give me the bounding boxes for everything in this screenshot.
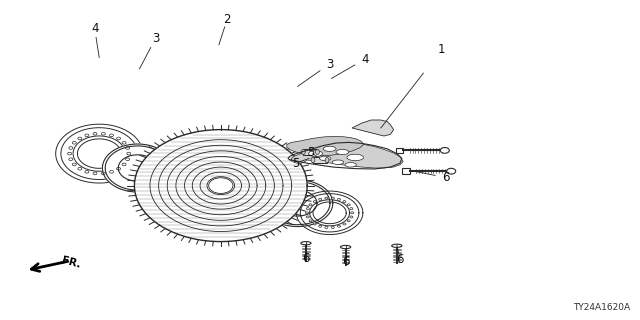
Ellipse shape: [305, 212, 308, 214]
Ellipse shape: [78, 167, 82, 170]
Ellipse shape: [122, 141, 126, 144]
Ellipse shape: [308, 151, 323, 156]
Polygon shape: [287, 136, 364, 156]
Ellipse shape: [309, 204, 312, 206]
Ellipse shape: [93, 132, 97, 135]
Ellipse shape: [311, 157, 315, 163]
FancyBboxPatch shape: [303, 149, 317, 155]
Ellipse shape: [314, 201, 316, 203]
Ellipse shape: [347, 204, 350, 206]
Ellipse shape: [447, 168, 456, 174]
Text: 6: 6: [342, 255, 349, 268]
Ellipse shape: [134, 130, 307, 242]
Ellipse shape: [72, 141, 76, 144]
Ellipse shape: [72, 163, 76, 166]
Ellipse shape: [350, 216, 353, 218]
Text: 1: 1: [438, 43, 445, 56]
Ellipse shape: [127, 152, 131, 155]
Ellipse shape: [262, 180, 333, 227]
Ellipse shape: [68, 152, 72, 155]
Ellipse shape: [125, 147, 129, 149]
Ellipse shape: [343, 201, 346, 203]
Text: 3: 3: [152, 32, 159, 45]
Ellipse shape: [337, 198, 340, 200]
Ellipse shape: [332, 160, 344, 164]
Ellipse shape: [102, 144, 173, 192]
Ellipse shape: [209, 178, 233, 193]
Ellipse shape: [440, 148, 449, 153]
Ellipse shape: [301, 149, 305, 155]
Ellipse shape: [325, 227, 328, 228]
Ellipse shape: [125, 158, 129, 161]
Ellipse shape: [296, 191, 363, 235]
Ellipse shape: [56, 124, 143, 183]
Ellipse shape: [69, 158, 73, 161]
Ellipse shape: [122, 163, 126, 166]
Ellipse shape: [319, 198, 322, 200]
Ellipse shape: [325, 157, 329, 163]
Ellipse shape: [332, 227, 334, 228]
Ellipse shape: [343, 223, 346, 225]
Polygon shape: [352, 120, 394, 136]
Ellipse shape: [102, 172, 106, 175]
Text: 4: 4: [361, 53, 369, 66]
Ellipse shape: [325, 197, 328, 199]
Text: 3: 3: [326, 58, 333, 70]
Ellipse shape: [337, 225, 340, 227]
Ellipse shape: [307, 208, 309, 210]
Ellipse shape: [332, 197, 334, 199]
Text: 6: 6: [302, 252, 310, 265]
Ellipse shape: [109, 134, 113, 137]
Ellipse shape: [102, 132, 106, 135]
Ellipse shape: [323, 146, 336, 151]
Ellipse shape: [350, 208, 353, 210]
Ellipse shape: [85, 134, 89, 137]
Ellipse shape: [93, 172, 97, 175]
Text: 5: 5: [307, 146, 314, 158]
Text: 2: 2: [223, 13, 231, 26]
Ellipse shape: [345, 163, 356, 167]
Text: TY24A1620A: TY24A1620A: [573, 303, 630, 312]
Ellipse shape: [347, 220, 350, 222]
Ellipse shape: [314, 223, 316, 225]
Ellipse shape: [340, 245, 351, 249]
FancyBboxPatch shape: [396, 148, 403, 153]
Ellipse shape: [319, 225, 322, 227]
Ellipse shape: [307, 216, 309, 218]
Text: 6: 6: [396, 253, 404, 266]
FancyBboxPatch shape: [402, 168, 410, 174]
Ellipse shape: [116, 167, 120, 170]
Text: FR.: FR.: [61, 256, 82, 270]
Text: 6: 6: [442, 171, 450, 184]
Ellipse shape: [347, 154, 364, 161]
Ellipse shape: [351, 212, 354, 214]
Ellipse shape: [316, 149, 319, 155]
Polygon shape: [291, 143, 403, 168]
Text: 5: 5: [292, 157, 300, 170]
Ellipse shape: [309, 220, 312, 222]
Ellipse shape: [319, 156, 331, 161]
Ellipse shape: [301, 242, 311, 245]
FancyBboxPatch shape: [313, 157, 327, 163]
Ellipse shape: [336, 149, 349, 155]
Ellipse shape: [69, 147, 73, 149]
Ellipse shape: [78, 137, 82, 140]
Ellipse shape: [392, 244, 402, 247]
Ellipse shape: [85, 171, 89, 173]
Ellipse shape: [116, 137, 120, 140]
Text: 4: 4: [91, 22, 99, 35]
Ellipse shape: [109, 171, 113, 173]
